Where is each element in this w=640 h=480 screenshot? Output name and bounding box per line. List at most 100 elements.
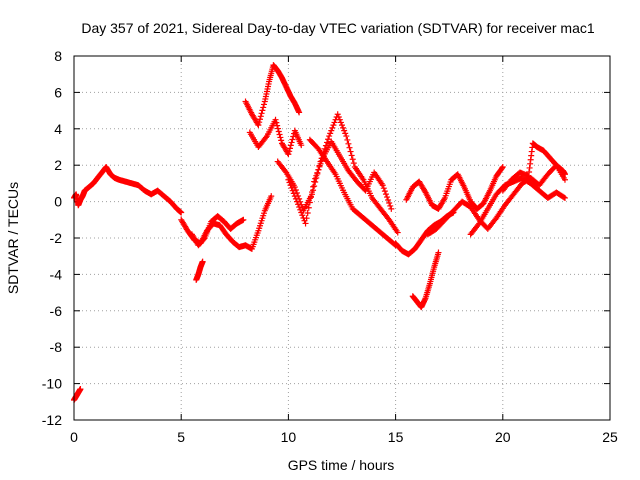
data-point [291, 184, 298, 191]
x-tick-label: 0 [70, 429, 78, 445]
x-tick-label: 15 [388, 429, 404, 445]
data-point [275, 128, 282, 135]
data-point [316, 163, 323, 170]
y-tick-label: -6 [50, 303, 63, 319]
series-peak [242, 62, 303, 129]
data-point [343, 133, 350, 140]
data-point [261, 101, 268, 108]
data-point [288, 139, 295, 146]
x-tick-label: 10 [281, 429, 297, 445]
data-point [240, 216, 247, 223]
data-point [298, 209, 305, 216]
data-point [336, 116, 343, 123]
data-point [441, 196, 448, 203]
series-dip-low [193, 258, 206, 283]
data-point [349, 156, 356, 163]
data-point [308, 189, 315, 196]
y-tick-label: 0 [54, 194, 62, 210]
data-point [310, 183, 317, 190]
data-point [560, 194, 567, 201]
y-tick-label: -8 [50, 339, 63, 355]
data-point [561, 176, 568, 183]
series-late4 [499, 140, 568, 194]
axis-ticks: 0 5 10 15 20 25 -12 -10 -8 -6 -4 -2 0 2 4 6 8 [42, 48, 618, 445]
data-point [262, 134, 269, 141]
data-point [290, 190, 297, 197]
data-point [498, 165, 505, 172]
data-point [286, 148, 293, 155]
data-point [499, 164, 506, 171]
data-point [287, 142, 294, 149]
data-point [287, 182, 294, 189]
data-point [312, 175, 319, 182]
y-tick-label: -10 [42, 376, 62, 392]
x-tick-label: 5 [177, 429, 185, 445]
data-point [330, 122, 337, 129]
y-tick-label: -2 [50, 230, 63, 246]
x-axis-label: GPS time / hours [288, 457, 395, 473]
data-point [340, 124, 347, 131]
data-point [282, 168, 289, 175]
data-point [286, 179, 293, 186]
data-point [299, 212, 306, 219]
data-point [318, 157, 325, 164]
y-tick-label: 6 [54, 84, 62, 100]
data-point [329, 124, 336, 131]
data-point [296, 204, 303, 211]
series-early-low [71, 386, 84, 403]
data-point [386, 199, 393, 206]
data-point [317, 160, 324, 167]
data-point [291, 193, 298, 200]
data-point [268, 193, 275, 200]
data-point [199, 258, 206, 265]
data-point [296, 109, 303, 116]
data-point [297, 206, 304, 213]
data-point [311, 178, 318, 185]
series-late3 [467, 174, 568, 238]
data-point [256, 119, 263, 126]
y-tick-label: 2 [54, 157, 62, 173]
data-point [315, 166, 322, 173]
chart-title: Day 357 of 2021, Sidereal Day-to-day VTE… [81, 20, 594, 36]
data-point [274, 122, 281, 129]
series-early [71, 164, 185, 216]
y-tick-label: -4 [50, 266, 63, 282]
y-tick-label: 4 [54, 121, 62, 137]
data-point [346, 144, 353, 151]
data-point [339, 122, 345, 129]
data-point [285, 151, 292, 158]
data-point [305, 204, 312, 211]
data-point [387, 202, 394, 209]
data-point [260, 104, 267, 111]
data-point [307, 194, 314, 201]
data-point [303, 215, 310, 222]
data-point [298, 142, 305, 149]
data-point [293, 198, 300, 205]
data-point [178, 209, 185, 216]
y-tick-label: 8 [54, 48, 62, 64]
data-points [71, 62, 568, 403]
plot-frame [73, 55, 611, 421]
data-point [287, 145, 294, 152]
data-point [295, 201, 302, 208]
data-point [561, 194, 568, 201]
data-point [350, 160, 357, 167]
data-point [335, 113, 342, 120]
data-point [278, 137, 285, 144]
series-mid2 [285, 138, 395, 227]
data-point [347, 148, 354, 155]
data-point [326, 133, 333, 140]
series-mid [274, 111, 401, 236]
data-point [475, 221, 482, 228]
data-point [313, 172, 320, 179]
data-point [334, 111, 341, 118]
data-point [385, 197, 392, 204]
data-point [327, 130, 334, 137]
data-point [274, 125, 281, 132]
series-late2 [424, 162, 568, 238]
data-point [256, 116, 263, 123]
data-point [257, 113, 264, 120]
data-point [337, 119, 344, 126]
data-point [306, 199, 313, 206]
